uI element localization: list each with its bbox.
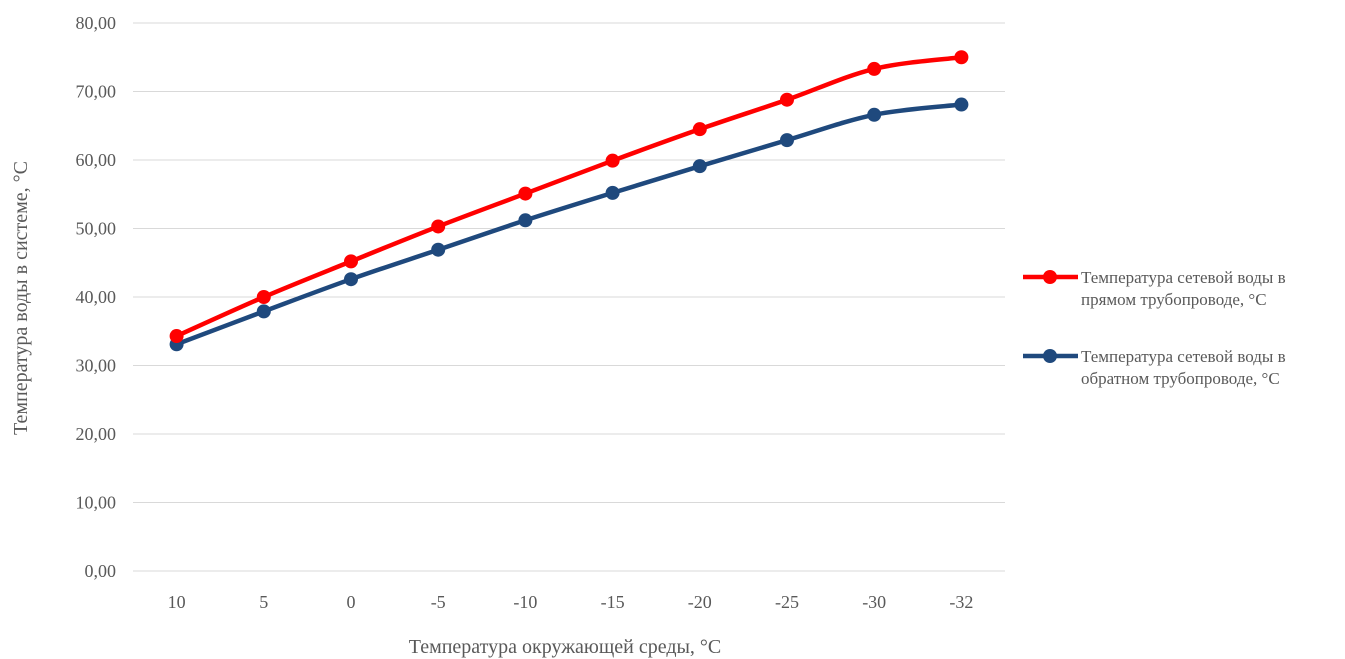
legend-item-2: Температура сетевой воды в обратном трубо… (1023, 347, 1286, 388)
legend-marker (1043, 270, 1057, 284)
data-point (867, 107, 882, 122)
y-tick-label: 50,00 (76, 219, 117, 239)
y-tick-label: 80,00 (76, 13, 117, 33)
data-point (867, 61, 882, 76)
data-point (344, 272, 358, 287)
legend-label: Температура сетевой воды в (1081, 347, 1286, 366)
data-point (780, 133, 794, 148)
y-tick-label: 30,00 (76, 356, 117, 376)
x-tick-label: -20 (688, 592, 712, 612)
data-point (518, 186, 533, 201)
data-point (954, 97, 969, 112)
series-layer (169, 50, 969, 352)
data-point (518, 213, 533, 228)
legend-marker (1043, 349, 1057, 363)
x-tick-label: -25 (775, 592, 799, 612)
y-tick-label: 40,00 (76, 287, 117, 307)
legend-label: прямом трубопроводе, °С (1081, 290, 1267, 309)
y-tick-label: 10,00 (76, 493, 117, 513)
y-axis-ticks: 0,00 10,00 20,00 30,00 40,00 50,00 60,00 70,00 8… (76, 13, 117, 581)
data-point (780, 92, 794, 107)
y-tick-label: 70,00 (76, 82, 117, 102)
x-tick-label: -32 (949, 592, 973, 612)
series-2 (169, 97, 969, 352)
y-tick-label: 0,00 (85, 561, 117, 581)
x-tick-label: -15 (601, 592, 625, 612)
data-point (692, 159, 707, 174)
data-point (692, 122, 707, 137)
data-point (256, 304, 271, 319)
y-tick-label: 60,00 (76, 150, 117, 170)
data-point (431, 242, 446, 257)
y-tick-label: 20,00 (76, 424, 117, 444)
legend: Температура сетевой воды в прямом трубопр… (1023, 268, 1286, 388)
data-point (256, 290, 271, 304)
data-point (344, 254, 358, 269)
data-point (605, 185, 620, 200)
x-axis-title: Температура окружающей среды, °С (409, 636, 722, 658)
data-point (605, 153, 620, 168)
series-1 (169, 50, 969, 344)
x-tick-label: 0 (347, 592, 356, 612)
legend-item-1: Температура сетевой воды в прямом трубопр… (1023, 268, 1286, 309)
x-tick-label: -5 (431, 592, 446, 612)
y-axis-title: Температура воды в системе, °С (10, 161, 32, 435)
series-line (174, 55, 964, 339)
x-tick-label: -10 (513, 592, 537, 612)
data-point (169, 329, 184, 344)
data-point (431, 219, 446, 234)
legend-label: обратном трубопроводе, °С (1081, 369, 1280, 388)
x-tick-label: 5 (259, 592, 268, 612)
gridlines (133, 22, 1005, 572)
data-point (954, 50, 969, 65)
x-tick-label: -30 (862, 592, 886, 612)
legend-label: Температура сетевой воды в (1081, 268, 1286, 287)
x-axis-ticks: 10 5 0 -5 -10 -15 -20 -25 -30 -32 (168, 592, 974, 612)
series-line (174, 102, 964, 347)
x-tick-label: 10 (168, 592, 186, 612)
